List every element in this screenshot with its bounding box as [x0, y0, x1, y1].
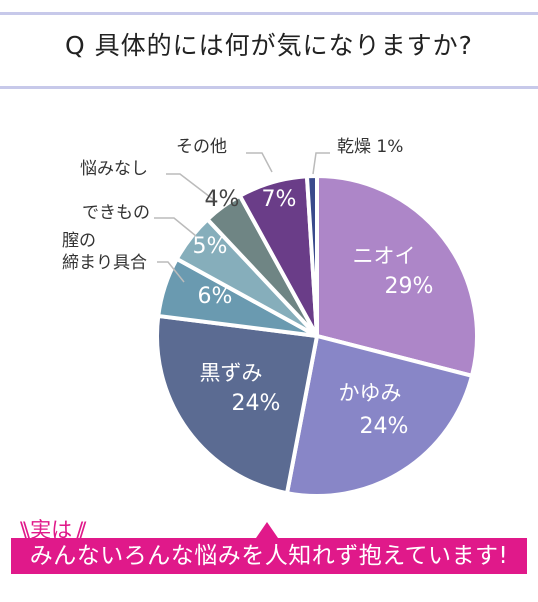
top-rule — [0, 12, 538, 15]
slice-value-label: 4% — [205, 187, 240, 212]
slice-value-label: 24% — [360, 414, 409, 439]
pie-slice — [155, 313, 319, 496]
leader-line — [312, 152, 330, 175]
callout-slash-left: \\ — [20, 518, 30, 542]
slice-value-label: 29% — [385, 274, 434, 299]
slice-category-label: 乾燥 1% — [337, 137, 403, 157]
slice-category-label: ニオイ — [353, 244, 416, 268]
chart-title: Q 具体的には何が気になりますか? — [65, 31, 473, 60]
slice-category-label: 膣の締まり具合 — [62, 231, 147, 273]
title-rule — [0, 86, 538, 89]
slice-category-label: その他 — [176, 137, 227, 157]
pie-slice — [285, 334, 474, 498]
callout-slash-right: // — [76, 518, 86, 542]
leader-line — [166, 173, 215, 201]
leader-line — [154, 217, 197, 237]
slice-value-label: 6% — [198, 284, 233, 309]
pie-slice — [304, 174, 319, 338]
pie-chart: ニオイ 29% かゆみ 24% 黒ずみ 24% 膣の締まり具合 6% できもの 5% 悩みなし 4% そ… — [62, 137, 479, 498]
pie-slice — [315, 174, 479, 378]
slice-category-label: 悩みなし — [80, 159, 148, 179]
leader-line — [157, 261, 185, 283]
slice-category-label: かゆみ — [339, 381, 402, 405]
slice-value-label: 24% — [232, 391, 281, 416]
slice-category-label: できもの — [82, 203, 150, 223]
slice-value-label: 7% — [262, 187, 297, 212]
slice-category-label: 黒ずみ — [200, 361, 263, 385]
leader-line — [246, 152, 273, 173]
banner: みんないろんな悩みを人知れず抱えています! — [11, 538, 527, 574]
slice-value-label: 5% — [193, 234, 228, 259]
banner-pointer — [256, 522, 278, 538]
